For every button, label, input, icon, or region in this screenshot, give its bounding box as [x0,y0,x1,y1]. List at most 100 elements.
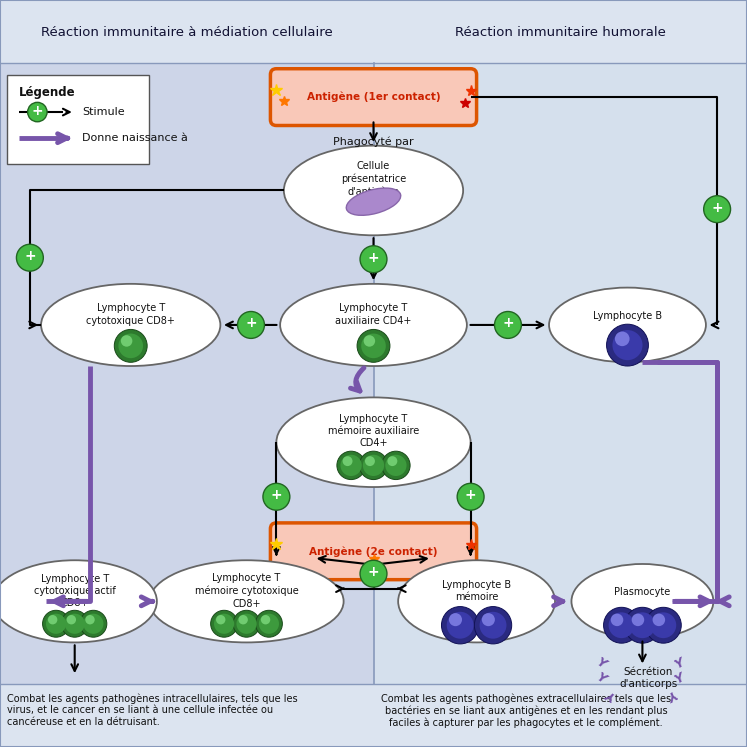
Circle shape [457,483,484,510]
Text: Lymphocyte B: Lymphocyte B [593,311,662,320]
Circle shape [263,483,290,510]
Circle shape [385,455,406,476]
Circle shape [80,610,107,637]
Circle shape [216,615,226,624]
Circle shape [343,456,353,466]
Ellipse shape [398,560,555,642]
Text: Lymphocyte T
cytotoxique actif
CD8+: Lymphocyte T cytotoxique actif CD8+ [34,574,116,609]
Circle shape [337,451,365,480]
Circle shape [495,311,521,338]
Circle shape [16,244,43,271]
Circle shape [604,607,639,643]
Circle shape [238,615,248,624]
Circle shape [48,615,58,624]
Ellipse shape [347,188,400,215]
Circle shape [388,456,397,466]
Text: +: + [31,104,43,117]
Circle shape [651,613,676,638]
Circle shape [630,613,655,638]
Text: Lymphocyte T
auxiliaire CD4+: Lymphocyte T auxiliaire CD4+ [335,303,412,326]
Text: +: + [711,201,723,214]
Text: Antigène (2e contact): Antigène (2e contact) [309,546,438,557]
Circle shape [624,607,660,643]
Circle shape [449,613,462,626]
Text: Lymphocyte T
mémoire cytotoxique
CD8+: Lymphocyte T mémoire cytotoxique CD8+ [195,574,298,609]
Text: Combat les agents pathogènes extracellulaires tels que les
bactéries en se liant: Combat les agents pathogènes extracellul… [381,693,671,728]
Circle shape [645,607,681,643]
Circle shape [61,610,88,637]
Circle shape [611,613,623,626]
Text: Antigène (1er contact): Antigène (1er contact) [307,92,440,102]
Circle shape [357,329,390,362]
Circle shape [121,335,132,347]
Circle shape [341,455,362,476]
Text: Y: Y [672,655,687,672]
Text: Réaction immunitaire à médiation cellulaire: Réaction immunitaire à médiation cellula… [41,25,332,39]
Text: +: + [368,251,379,264]
Circle shape [66,615,76,624]
Text: +: + [270,489,282,502]
Circle shape [259,614,279,633]
Text: Cellule
présentatrice
d'antigène: Cellule présentatrice d'antigène [341,161,406,197]
Circle shape [46,614,66,633]
Text: Y: Y [604,686,619,703]
Text: +: + [368,565,379,579]
Circle shape [441,607,479,644]
Ellipse shape [41,284,220,366]
FancyBboxPatch shape [270,69,477,125]
Circle shape [615,332,630,346]
Circle shape [255,610,282,637]
Circle shape [43,610,69,637]
Text: Sécrétion
d'anticorps: Sécrétion d'anticorps [619,668,678,689]
Circle shape [238,311,264,338]
Bar [7,75,149,164]
Circle shape [118,333,143,358]
Ellipse shape [549,288,706,362]
Bar [374,63,747,684]
Circle shape [236,614,257,633]
Text: Y: Y [594,655,609,672]
Circle shape [704,196,731,223]
Ellipse shape [284,146,463,235]
Circle shape [214,614,235,633]
Ellipse shape [276,397,471,487]
Circle shape [632,613,644,626]
Text: +: + [465,489,477,502]
Circle shape [211,610,238,637]
Text: Y: Y [672,670,687,686]
Circle shape [653,613,665,626]
Ellipse shape [149,560,344,642]
Text: Légende: Légende [19,86,75,99]
Circle shape [360,560,387,587]
Circle shape [84,614,103,633]
Circle shape [609,613,634,638]
Text: Donne naissance à: Donne naissance à [82,133,188,143]
Bar [0,0,747,63]
Circle shape [362,333,385,358]
Text: +: + [245,317,257,330]
Text: Y: Y [594,670,609,686]
FancyBboxPatch shape [270,523,477,580]
Bar [0,63,374,684]
Ellipse shape [280,284,467,366]
Text: Combat les agents pathogènes intracellulaires, tels que les
virus, et le cancer : Combat les agents pathogènes intracellul… [7,693,298,727]
Circle shape [480,612,506,639]
Text: Lymphocyte T
mémoire auxiliaire
CD4+: Lymphocyte T mémoire auxiliaire CD4+ [328,414,419,448]
Text: Stimule: Stimule [82,107,125,117]
Circle shape [382,451,410,480]
Text: Y: Y [663,686,678,703]
Circle shape [474,607,512,644]
Text: Lymphocyte T
cytotoxique CD8+: Lymphocyte T cytotoxique CD8+ [87,303,175,326]
Text: Phagocyté par: Phagocyté par [333,137,414,147]
Circle shape [364,335,375,347]
Text: Plasmocyte: Plasmocyte [614,587,671,597]
Circle shape [359,451,388,480]
Circle shape [28,102,47,122]
Circle shape [64,614,85,633]
Circle shape [447,612,474,639]
Circle shape [114,329,147,362]
Ellipse shape [0,560,157,642]
Bar [0,684,747,747]
Circle shape [607,324,648,366]
Circle shape [613,330,642,360]
